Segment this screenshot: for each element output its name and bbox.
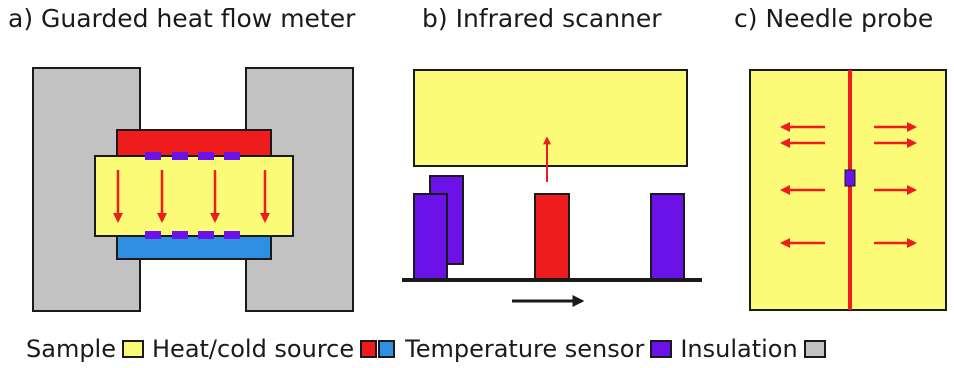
insulation-bar-right	[650, 193, 685, 281]
insulation-bar-front	[413, 193, 448, 281]
legend-temperature-sensor-swatch	[650, 340, 673, 358]
cold-source-plate	[116, 233, 272, 260]
panel-c-needle-probe	[749, 69, 947, 311]
panel-a-title: a) Guarded heat flow meter	[8, 4, 356, 33]
heat-source-plate	[116, 129, 272, 159]
legend-heat-cold-source-label: Heat/cold source	[152, 335, 355, 363]
sample-block	[94, 155, 294, 237]
sample-slab	[413, 69, 688, 167]
heat-flow-arrows-down	[113, 170, 270, 223]
legend-sample-label: Sample	[26, 335, 116, 363]
panel-c-title: c) Needle probe	[734, 4, 934, 33]
temperature-sensors-bottom	[145, 231, 240, 239]
panel-b-infrared-scanner	[402, 69, 702, 307]
legend-temperature-sensor-label: Temperature sensor	[405, 335, 645, 363]
temperature-sensors-top	[145, 152, 240, 160]
panel-b-title: b) Infrared scanner	[422, 4, 662, 33]
heat-flow-arrows-right	[874, 122, 917, 248]
legend-insulation-label: Insulation	[680, 335, 798, 363]
heat-source-bar	[534, 193, 570, 281]
legend-cold-source-swatch	[378, 340, 396, 358]
panel-a-guarded-heat-flow-meter	[32, 67, 354, 312]
legend-heat-source-swatch	[360, 340, 378, 358]
legend: Sample Heat/cold source Temperature sens…	[26, 334, 834, 364]
heat-flow-arrows-left	[780, 122, 825, 248]
legend-insulation-swatch	[803, 340, 826, 358]
probe-temperature-sensor	[844, 169, 856, 187]
legend-sample-swatch	[122, 340, 144, 358]
